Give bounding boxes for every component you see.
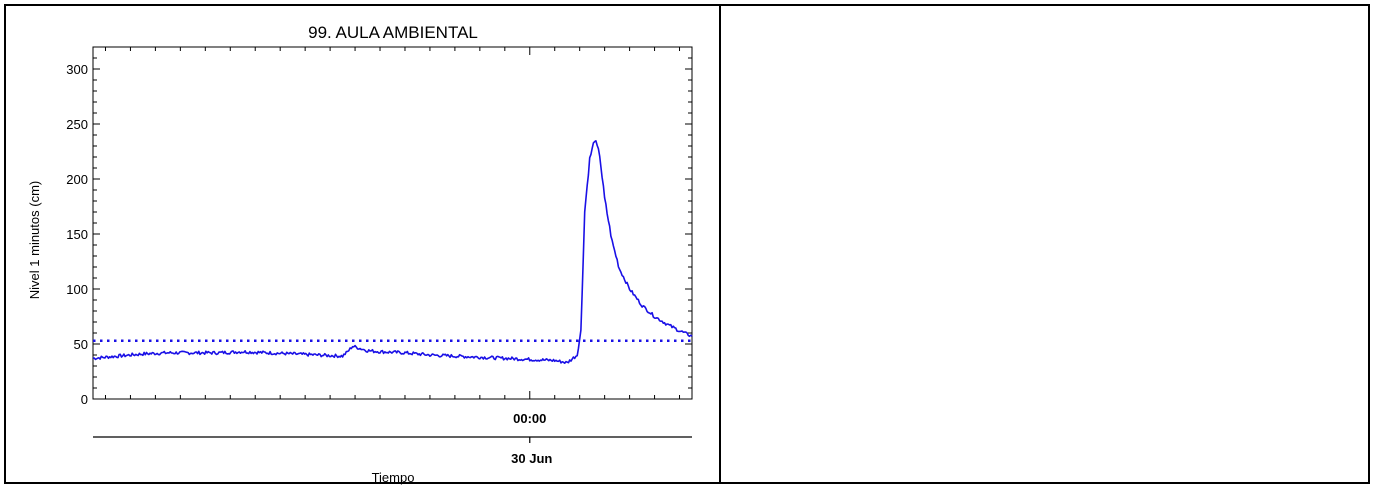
empty-cell bbox=[719, 4, 1370, 484]
plot-frame bbox=[92, 46, 693, 400]
x-axis-title: Tiempo bbox=[372, 470, 415, 485]
y-tick-label: 250 bbox=[66, 117, 88, 132]
x-tick-date-label: 30 Jun bbox=[511, 451, 552, 466]
y-tick-label: 0 bbox=[81, 392, 88, 407]
chart-cell bbox=[4, 4, 721, 484]
y-tick-label: 300 bbox=[66, 62, 88, 77]
water-level-series-line bbox=[92, 140, 693, 364]
y-tick-label: 150 bbox=[66, 227, 88, 242]
x-tick-time-label: 00:00 bbox=[513, 411, 546, 426]
plot-area: 0 50 100 150 200 250 300 bbox=[66, 46, 693, 443]
y-tick-label: 100 bbox=[66, 282, 88, 297]
y-tick-label: 200 bbox=[66, 172, 88, 187]
y-tick-label: 50 bbox=[74, 337, 88, 352]
y-axis-title: Nivel 1 minutos (cm) bbox=[27, 181, 42, 299]
chart-title: 99. AULA AMBIENTAL bbox=[308, 23, 478, 42]
